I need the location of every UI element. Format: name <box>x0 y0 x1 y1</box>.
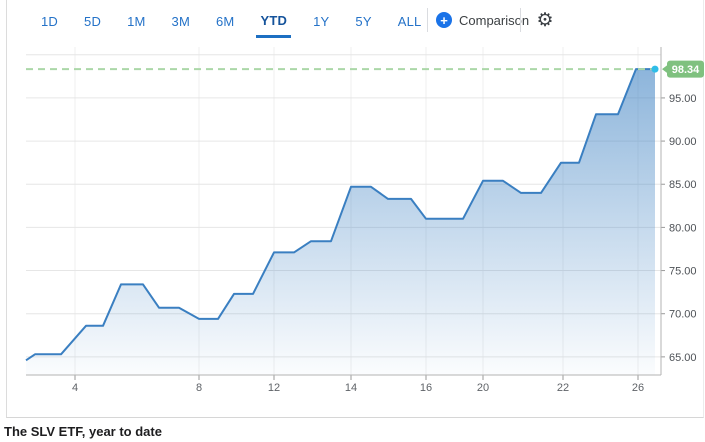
range-button-all[interactable]: ALL <box>398 3 422 38</box>
chart-toolbar: 1D 5D 1M 3M 6M YTD 1Y 5Y ALL + Comparison ⚙ <box>7 0 703 40</box>
range-buttons: 1D 5D 1M 3M 6M YTD 1Y 5Y ALL <box>41 0 421 40</box>
x-tick-label: 26 <box>632 382 644 394</box>
y-tick-label: 85.00 <box>669 179 697 191</box>
x-tick-label: 8 <box>196 382 202 394</box>
toolbar-divider <box>427 8 428 32</box>
range-button-5y[interactable]: 5Y <box>355 3 371 38</box>
range-button-1d[interactable]: 1D <box>41 3 58 38</box>
x-tick-label: 14 <box>345 382 357 394</box>
range-button-5d[interactable]: 5D <box>84 3 101 38</box>
y-tick-label: 65.00 <box>669 352 697 364</box>
last-price-badge: 98.34 <box>662 60 704 78</box>
y-tick-label: 90.00 <box>669 136 697 148</box>
price-line <box>25 68 655 362</box>
range-button-6m[interactable]: 6M <box>216 3 234 38</box>
range-button-1m[interactable]: 1M <box>127 3 145 38</box>
y-tick-label: 70.00 <box>669 309 697 321</box>
price-chart: 4 8 12 14 16 20 22 26 65.00 70.00 75.00 80.00 85.00 9… <box>25 47 704 394</box>
x-tick-label: 22 <box>557 382 569 394</box>
chart-widget: 1D 5D 1M 3M 6M YTD 1Y 5Y ALL + Comparison ⚙ 4 8 12… <box>6 0 704 418</box>
plus-icon: + <box>436 12 452 28</box>
x-tick-label: 16 <box>420 382 432 394</box>
x-tick-label: 4 <box>72 382 78 394</box>
y-tick-label: 80.00 <box>669 222 697 234</box>
x-tick-label: 20 <box>477 382 489 394</box>
y-tick-label: 75.00 <box>669 266 697 278</box>
comparison-label: Comparison <box>459 12 530 28</box>
badge-body <box>667 60 704 78</box>
range-button-3m[interactable]: 3M <box>172 3 190 38</box>
area-fill <box>26 69 655 375</box>
gear-icon[interactable]: ⚙ <box>530 0 560 40</box>
toolbar-divider <box>520 8 521 32</box>
comparison-button[interactable]: + Comparison <box>436 0 529 40</box>
y-tick-label: 95.00 <box>669 93 697 105</box>
chart-caption: The SLV ETF, year to date <box>4 424 162 439</box>
badge-price-text: 98.34 <box>672 64 700 76</box>
x-tick-label: 12 <box>268 382 280 394</box>
range-button-1y[interactable]: 1Y <box>313 3 329 38</box>
last-point-dot <box>651 65 659 73</box>
badge-arrow <box>662 64 668 74</box>
range-button-ytd[interactable]: YTD <box>256 2 292 38</box>
